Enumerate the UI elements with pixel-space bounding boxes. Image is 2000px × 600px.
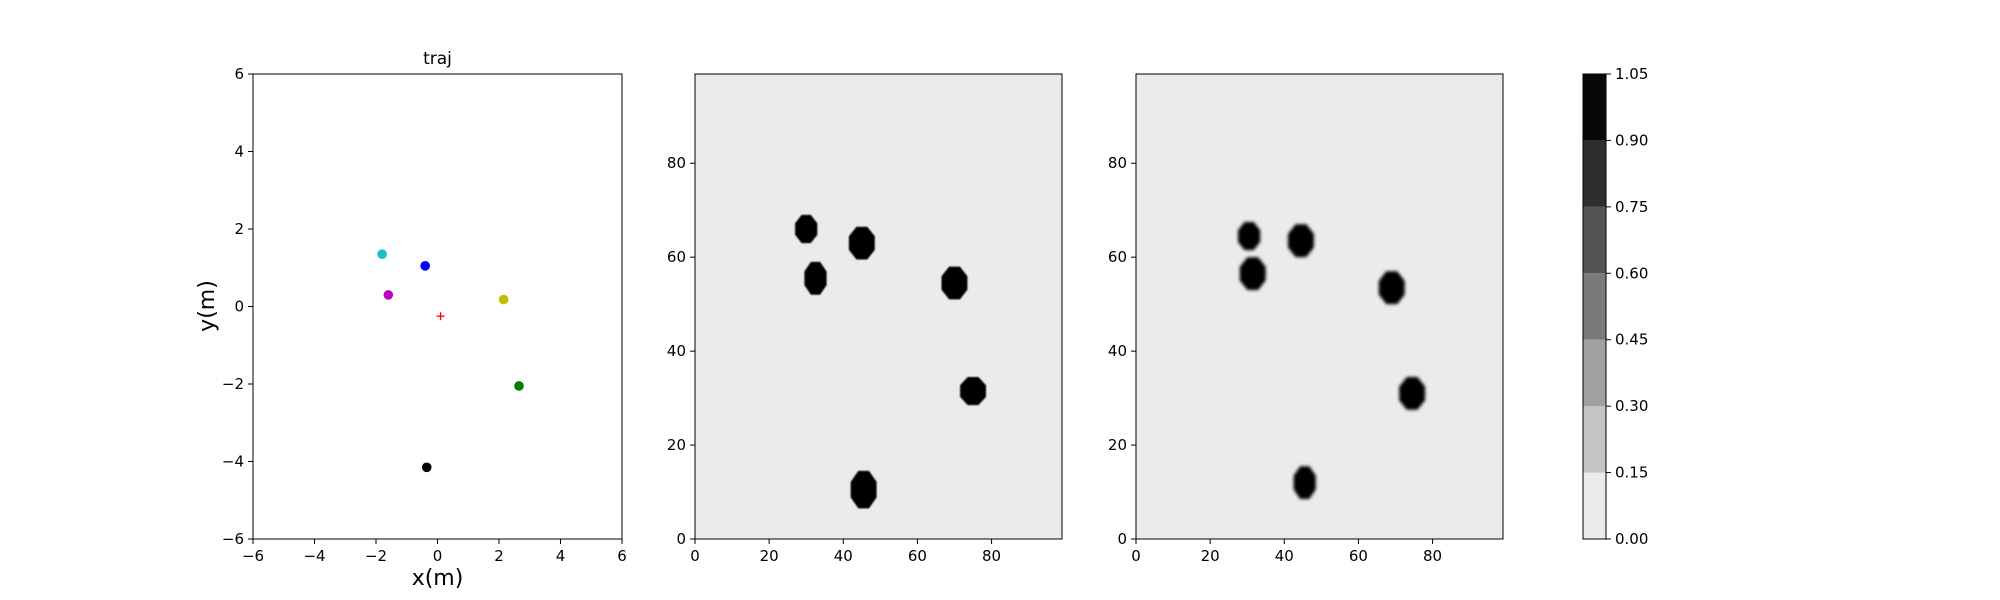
x-tick-label: 4: [556, 547, 566, 565]
y-tick-label: 2: [234, 220, 244, 238]
x-tick-label: 40: [834, 547, 853, 565]
y-tick-label: −2: [222, 375, 244, 393]
x-tick-label: 80: [982, 547, 1001, 565]
y-tick-label: 40: [667, 342, 686, 360]
obstacle-blob: [941, 266, 968, 300]
colorbar-tick-label: 0.30: [1615, 397, 1648, 415]
plot-frame: [252, 73, 623, 540]
y-tick-label: 80: [667, 154, 686, 172]
x-tick-label: −4: [303, 547, 325, 565]
colorbar-tick-label: 0.75: [1615, 198, 1648, 216]
obstacle-blob: [960, 377, 986, 406]
y-tick-label: 6: [234, 65, 244, 83]
colorbar-tick-label: 0.90: [1615, 131, 1648, 149]
agent-point: [421, 462, 432, 473]
panel-title: traj: [423, 49, 452, 69]
agent-point: [377, 249, 387, 259]
obstacle-blob: [1288, 224, 1314, 258]
obstacle-blob: [1238, 222, 1261, 251]
y-tick-label: 0: [234, 298, 244, 316]
y-tick-label: 20: [1108, 436, 1127, 454]
agent-point: [498, 294, 509, 305]
colorbar-level: [1583, 406, 1606, 473]
x-tick-label: 40: [1275, 547, 1294, 565]
colorbar-frame: [1582, 73, 1607, 540]
colorbar-level: [1583, 74, 1606, 141]
agent-point: [514, 381, 524, 391]
obstacle-blob: [1378, 271, 1405, 305]
obstacle-blob: [850, 470, 877, 509]
colorbar-tick-label: 0.15: [1615, 464, 1648, 482]
y-tick-label: 80: [1108, 154, 1127, 172]
colorbar-level: [1583, 472, 1606, 539]
colorbar-tick-label: 1.05: [1615, 65, 1648, 83]
y-tick-label: −4: [222, 453, 244, 471]
agent-point: [383, 290, 394, 300]
y-tick-label: 0: [676, 530, 686, 548]
x-tick-label: 80: [1423, 547, 1442, 565]
colorbar-level: [1583, 339, 1606, 407]
agent-point: [420, 261, 431, 271]
obstacle-blob: [848, 226, 875, 260]
x-tick-label: 20: [760, 547, 779, 565]
y-tick-label: 40: [1108, 342, 1127, 360]
map-background: [695, 74, 1062, 539]
plot-area: [253, 74, 622, 539]
colorbar-level: [1583, 140, 1606, 207]
trajectory-panel: traj x(m) y(m) −6 −4 −2 0 2 4 6 −6 −4 −2 0 2 4 6: [195, 49, 627, 591]
x-tick-label: 0: [1131, 547, 1141, 565]
y-tick-label: 20: [667, 436, 686, 454]
x-tick-label: −2: [365, 547, 387, 565]
colorbar-level: [1583, 273, 1606, 340]
occupancy-map-1-panel: 0 20 40 60 80 0 20 40 60 80: [667, 73, 1063, 565]
x-tick-label: 20: [1201, 547, 1220, 565]
plot-frame: [1135, 73, 1504, 540]
x-tick-label: 6: [617, 547, 627, 565]
x-tick-label: 60: [908, 547, 927, 565]
plot-frame: [694, 73, 1063, 540]
x-tick-label: 0: [433, 547, 443, 565]
y-tick-label: 60: [1108, 248, 1127, 266]
y-tick-label: 0: [1117, 530, 1127, 548]
colorbar-tick-label: 0.00: [1615, 530, 1648, 548]
y-axis-title: y(m): [195, 280, 220, 332]
obstacle-blob: [1239, 257, 1266, 290]
x-tick-label: −6: [242, 547, 264, 565]
obstacle-blob: [795, 214, 818, 244]
obstacle-blob: [804, 261, 827, 295]
y-tick-label: −6: [222, 530, 244, 548]
obstacle-blob: [1293, 466, 1316, 499]
x-tick-label: 2: [494, 547, 504, 565]
y-tick-label: 4: [234, 143, 244, 161]
x-tick-label: 0: [690, 547, 700, 565]
colorbar-tick-label: 0.60: [1615, 264, 1648, 282]
x-tick-label: 60: [1349, 547, 1368, 565]
obstacle-blob: [1399, 377, 1426, 410]
colorbar-level: [1583, 206, 1606, 274]
target-marker: [436, 312, 445, 321]
colorbar: 0.00 0.15 0.30 0.45 0.60 0.75 0.90 1.05: [1582, 65, 1648, 548]
occupancy-map-2-panel: 0 20 40 60 80 0 20 40 60 80: [1108, 73, 1504, 565]
x-axis-title: x(m): [412, 566, 464, 591]
colorbar-tick-label: 0.45: [1615, 331, 1648, 349]
map-background: [1136, 74, 1503, 539]
y-tick-label: 60: [667, 248, 686, 266]
